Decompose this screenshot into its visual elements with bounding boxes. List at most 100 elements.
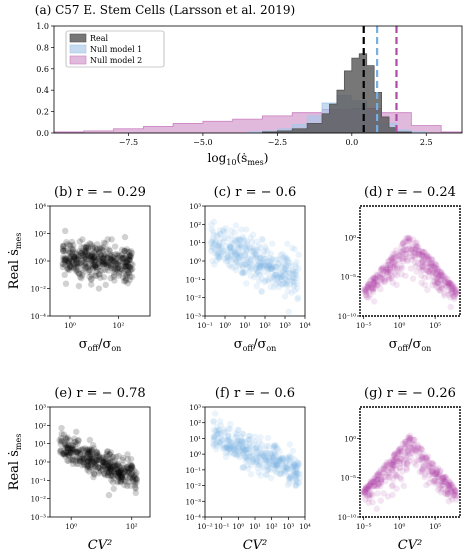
scatter-point xyxy=(368,284,375,292)
scatter-point xyxy=(255,461,263,469)
scatter-point xyxy=(122,473,129,481)
scatter-point xyxy=(417,251,424,258)
scatter-point xyxy=(94,449,101,457)
scatter-point xyxy=(402,253,409,260)
scatter-point xyxy=(392,270,399,278)
scatter-point xyxy=(415,247,422,254)
scatter-point xyxy=(277,251,284,259)
scatter-point xyxy=(225,433,232,441)
scatter-point xyxy=(426,268,433,275)
scatter-point xyxy=(124,269,131,277)
panel-d-xlabel: σoff/σon xyxy=(389,337,432,353)
scatter-point xyxy=(444,490,452,497)
scatter-point xyxy=(373,476,380,484)
xtick-label: 10⁻⁵ xyxy=(356,322,372,330)
scatter-point xyxy=(383,269,390,277)
scatter-point xyxy=(282,262,290,269)
scatter-point xyxy=(79,462,86,469)
scatter-point xyxy=(424,268,432,275)
scatter-point xyxy=(77,450,85,457)
scatter-point xyxy=(99,458,107,466)
scatter-point xyxy=(295,265,302,272)
scatter-point xyxy=(63,443,70,451)
scatter-point xyxy=(70,253,78,261)
scatter-point xyxy=(418,247,425,255)
scatter-point xyxy=(208,244,216,251)
scatter-point xyxy=(268,263,276,271)
scatter-point xyxy=(428,256,436,264)
scatter-point xyxy=(70,265,78,272)
scatter-point xyxy=(89,454,97,461)
scatter-point xyxy=(294,462,302,470)
scatter-point xyxy=(74,254,82,261)
xtick-label: 10² xyxy=(266,523,278,531)
scatter-point xyxy=(404,234,411,242)
scatter-point xyxy=(65,247,72,254)
scatter-point xyxy=(262,451,269,458)
scatter-point xyxy=(79,456,86,463)
scatter-point xyxy=(63,435,71,443)
scatter-point xyxy=(249,252,257,259)
scatter-point xyxy=(291,461,298,468)
xtick-label: −2.5 xyxy=(268,138,287,147)
scatter-point xyxy=(62,261,69,269)
scatter-point xyxy=(129,265,136,273)
scatter-point xyxy=(408,449,416,456)
scatter-point xyxy=(263,258,270,266)
scatter-point xyxy=(248,261,255,269)
scatter-point xyxy=(236,440,243,448)
scatter-point xyxy=(127,251,134,258)
ytick-label: 10¹ xyxy=(34,441,46,449)
scatter-point xyxy=(217,230,224,237)
scatter-point xyxy=(393,455,401,463)
scatter-point xyxy=(419,468,426,476)
scatter-point xyxy=(391,262,398,269)
scatter-point xyxy=(250,446,258,453)
scatter-point xyxy=(377,285,384,293)
scatter-point xyxy=(93,459,100,467)
scatter-point xyxy=(268,454,275,462)
scatter-point xyxy=(240,450,248,457)
scatter-point xyxy=(232,430,239,437)
scatter-point xyxy=(434,265,441,273)
scatter-point xyxy=(214,250,222,257)
scatter-point xyxy=(288,267,295,274)
scatter-point xyxy=(122,467,129,474)
scatter-point xyxy=(80,243,88,251)
scatter-point xyxy=(266,455,273,463)
scatter-point xyxy=(239,262,247,270)
scatter-point xyxy=(403,455,410,462)
scatter-point xyxy=(226,446,233,453)
scatter-point xyxy=(434,472,442,479)
scatter-point xyxy=(232,257,240,264)
scatter-point xyxy=(210,442,217,449)
scatter-point xyxy=(414,441,421,448)
scatter-point xyxy=(270,272,277,279)
scatter-point xyxy=(100,261,107,268)
scatter-point xyxy=(74,454,81,462)
scatter-point xyxy=(429,470,437,478)
scatter-point xyxy=(223,437,231,445)
scatter-point xyxy=(121,260,128,267)
scatter-point xyxy=(89,447,96,454)
scatter-point xyxy=(270,457,277,464)
scatter-point xyxy=(227,244,235,251)
scatter-point xyxy=(127,466,135,473)
scatter-point xyxy=(109,453,116,461)
scatter-point xyxy=(432,470,440,477)
scatter-point xyxy=(398,476,405,483)
scatter-point xyxy=(431,278,439,286)
scatter-point xyxy=(229,443,237,450)
scatter-point xyxy=(374,490,381,497)
scatter-point xyxy=(436,470,443,478)
scatter-point xyxy=(105,461,112,469)
scatter-point xyxy=(238,236,245,243)
scatter-point xyxy=(432,465,439,473)
scatter-point xyxy=(448,481,455,489)
scatter-point xyxy=(258,275,265,282)
scatter-point xyxy=(260,258,268,265)
scatter-point xyxy=(277,263,285,270)
scatter-point xyxy=(400,482,407,490)
scatter-point xyxy=(238,444,246,451)
